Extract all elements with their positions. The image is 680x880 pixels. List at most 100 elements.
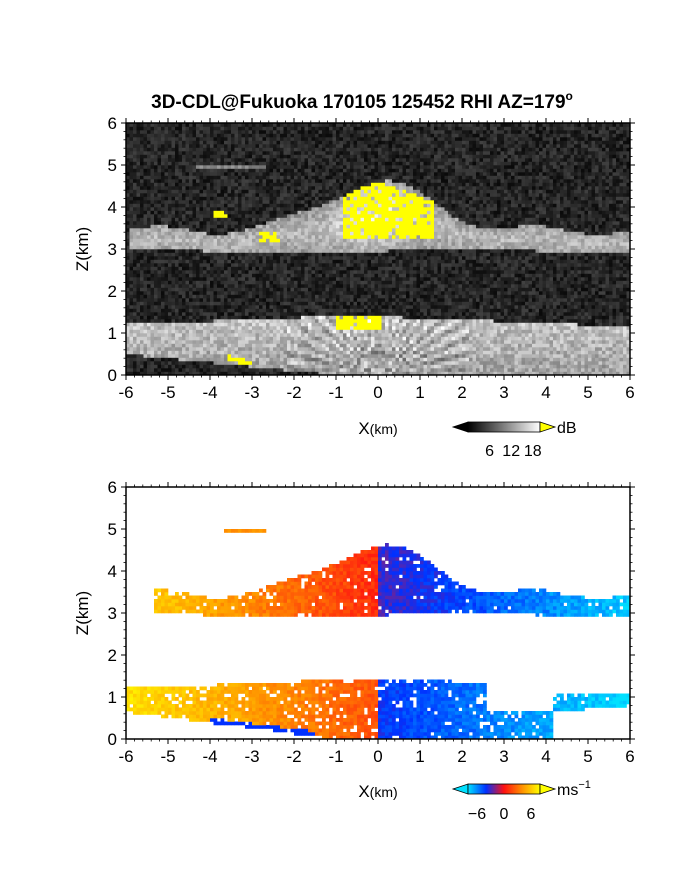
top-heatmap-cell [248, 147, 253, 152]
top-heatmap-cell [234, 123, 239, 127]
top-heatmap-cell [322, 308, 326, 313]
top-heatmap-cell [161, 301, 165, 306]
top-heatmap-cell [280, 252, 284, 257]
top-heatmap-cell [210, 200, 214, 204]
top-heatmap-cell [171, 151, 176, 155]
top-heatmap-cell [227, 340, 232, 344]
top-heatmap-cell [266, 189, 270, 194]
top-heatmap-cell [227, 301, 232, 306]
top-heatmap-cell [210, 305, 214, 309]
top-heatmap-cell [126, 165, 130, 169]
top-heatmap-cell [213, 235, 218, 239]
top-heatmap-cell [329, 357, 333, 362]
top-heatmap-cell [129, 361, 134, 365]
top-heatmap-cell [301, 130, 305, 134]
top-heatmap-cell [143, 305, 148, 309]
top-heatmap-cell [192, 305, 197, 309]
top-heatmap-cell [350, 158, 354, 162]
top-heatmap-cell [178, 305, 183, 309]
top-heatmap-cell [168, 273, 172, 278]
top-heatmap-cell [213, 147, 218, 152]
top-heatmap-cell [185, 144, 190, 148]
top-heatmap-cell [154, 371, 158, 376]
top-heatmap-cell [336, 291, 340, 295]
top-heatmap-cell [318, 193, 323, 197]
top-heatmap-cell [332, 371, 337, 376]
top-heatmap-cell [171, 238, 176, 243]
top-heatmap-cell [276, 319, 281, 323]
top-heatmap-cell [224, 301, 228, 306]
top-heatmap-cell [304, 224, 309, 229]
top-heatmap-cell [213, 340, 218, 344]
top-heatmap-cell [157, 287, 162, 292]
top-heatmap-cell [136, 228, 141, 232]
top-heatmap-cell [241, 175, 246, 180]
top-heatmap-cell [283, 287, 288, 292]
top-heatmap-cell [269, 336, 274, 341]
top-heatmap-cell [269, 217, 274, 222]
top-heatmap-cell [147, 158, 151, 162]
top-heatmap-cell [234, 333, 239, 337]
top-heatmap-cell [150, 231, 155, 236]
top-heatmap-cell [199, 154, 204, 159]
top-heatmap-cell [294, 368, 298, 372]
top-heatmap-cell [206, 308, 211, 313]
top-heatmap-cell [150, 161, 155, 166]
top-heatmap-cell [238, 305, 242, 309]
top-heatmap-cell [339, 340, 344, 344]
top-heatmap-cell [161, 354, 165, 358]
top-heatmap-cell [301, 123, 305, 127]
top-heatmap-cell [140, 179, 144, 183]
top-heatmap-cell [255, 130, 260, 134]
top-heatmap-cell [171, 322, 176, 327]
top-heatmap-cell [185, 221, 190, 225]
top-heatmap-cell [273, 168, 277, 173]
top-heatmap-cell [196, 144, 200, 148]
top-heatmap-cell [336, 151, 340, 155]
top-heatmap-cell [287, 158, 291, 162]
top-heatmap-cell [287, 347, 291, 351]
top-heatmap-cell [343, 333, 347, 337]
top-heatmap-cell [360, 238, 365, 243]
top-heatmap-cell [294, 235, 298, 239]
top-heatmap-cell [182, 259, 186, 264]
top-heatmap-cell [311, 357, 316, 362]
top-heatmap-cell [133, 182, 137, 187]
top-heatmap-cell [290, 137, 295, 141]
top-heatmap-cell [315, 273, 319, 278]
top-heatmap-cell [276, 172, 281, 176]
top-heatmap-cell [339, 336, 344, 341]
top-heatmap-cell [315, 249, 319, 253]
top-heatmap-cell [322, 193, 326, 197]
top-heatmap-cell [175, 130, 179, 134]
top-heatmap-cell [213, 182, 218, 187]
top-heatmap-cell [329, 214, 333, 218]
top-heatmap-cell [147, 287, 151, 292]
top-heatmap-cell [364, 277, 368, 281]
top-heatmap-cell [140, 263, 144, 267]
top-heatmap-cell [168, 329, 172, 334]
top-heatmap-cell [178, 217, 183, 222]
top-heatmap-cell [273, 263, 277, 267]
top-heatmap-cell [262, 350, 267, 355]
top-heatmap-cell [245, 336, 249, 341]
top-heatmap-cell [164, 126, 169, 131]
top-heatmap-cell [360, 193, 365, 197]
top-heatmap-cell [192, 168, 197, 173]
top-heatmap-cell [150, 259, 155, 264]
top-heatmap-cell [150, 308, 155, 313]
top-heatmap-cell [339, 231, 344, 236]
top-heatmap-cell [192, 214, 197, 218]
top-heatmap-cell [294, 210, 298, 215]
top-heatmap-cell [203, 214, 207, 218]
top-heatmap-cell [364, 308, 368, 313]
top-heatmap-cell [301, 221, 305, 225]
top-heatmap-cell [301, 277, 305, 281]
top-heatmap-cell [126, 350, 130, 355]
top-heatmap-cell [308, 368, 312, 372]
top-heatmap-cell [136, 123, 141, 127]
top-heatmap-cell [248, 217, 253, 222]
top-heatmap-cell [325, 256, 330, 260]
top-heatmap-cell [199, 347, 204, 351]
top-heatmap-cell [336, 326, 340, 330]
